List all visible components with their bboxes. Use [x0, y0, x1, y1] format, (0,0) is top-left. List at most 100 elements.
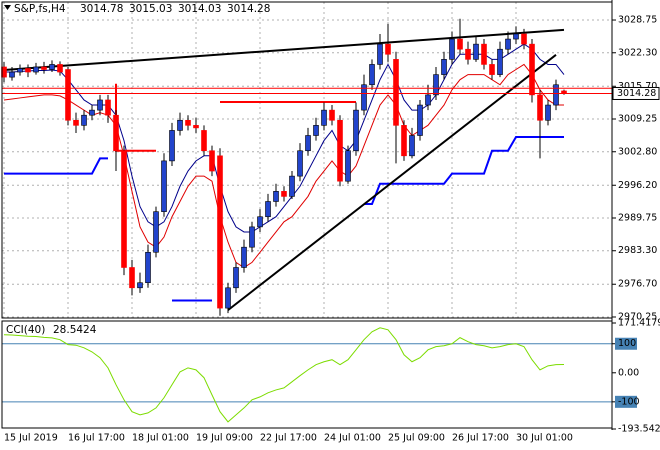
candle-body [545, 104, 551, 121]
candle-body [377, 43, 383, 65]
menu-arrow[interactable] [4, 5, 11, 10]
candle-body [353, 109, 359, 152]
current-price-label: 3014.28 [617, 88, 656, 99]
candle-body [417, 104, 423, 136]
cci-value: 28.5424 [53, 324, 97, 336]
candle-body [161, 160, 167, 212]
candle-body [281, 191, 287, 197]
indicator-line [4, 136, 564, 302]
candle-body [97, 99, 103, 111]
candle-body [289, 175, 295, 197]
candle-body [17, 68, 23, 73]
candle-body [345, 150, 351, 182]
y-tick-label: -100 [618, 396, 640, 407]
y-tick-label: 3022.30 [618, 47, 657, 58]
x-tick-label: 26 Jul 17:00 [452, 433, 509, 444]
candle-body [313, 125, 319, 136]
trendline [227, 54, 557, 311]
candle-body [201, 130, 207, 152]
x-tick-label: 22 Jul 17:00 [260, 433, 317, 444]
candle-body [57, 64, 63, 73]
candle-body [121, 150, 127, 268]
y-tick-label: -193.5429 [618, 424, 660, 435]
close-price: 3014.28 [227, 3, 270, 15]
candle-body [105, 99, 111, 116]
candle-body [497, 48, 503, 75]
y-tick-label: 2989.75 [618, 212, 657, 223]
price-label-box [612, 86, 660, 100]
x-tick-label: 19 Jul 09:00 [196, 433, 253, 444]
candle-body [81, 114, 87, 126]
trendline [3, 28, 565, 72]
level-label-box [615, 395, 637, 408]
candle-body [385, 43, 391, 55]
candle-body [137, 282, 143, 289]
x-tick-label: 25 Jul 09:00 [388, 433, 445, 444]
candle-body [209, 150, 215, 172]
candle-body [145, 251, 151, 284]
candle-body [297, 150, 303, 177]
candle-body [329, 109, 335, 121]
candle-body [553, 84, 559, 106]
cci-label: CCI(40) [6, 324, 45, 336]
candle-body [225, 287, 231, 309]
candle-body [433, 74, 439, 96]
y-tick-label: 0.00 [618, 367, 639, 378]
candle-body [33, 66, 39, 73]
y-tick-label: 3015.70 [618, 81, 657, 92]
candle-body [409, 135, 415, 157]
x-tick-label: 24 Jul 01:00 [324, 433, 381, 444]
y-tick-label: 2976.70 [618, 279, 657, 290]
y-tick-label: 3028.75 [618, 15, 657, 26]
candle-body [537, 94, 543, 121]
indicator-line [3, 63, 564, 269]
y-tick-label: 3009.25 [618, 114, 657, 125]
plot-area [1, 18, 612, 423]
candle-body [129, 267, 135, 289]
candle-body [73, 119, 79, 126]
candle-body [9, 71, 15, 78]
candle-body [49, 64, 55, 70]
candle-body [401, 125, 407, 157]
y-tick-label: 2996.20 [618, 180, 657, 191]
candle-body [529, 43, 535, 96]
y-tick-label: 2983.30 [618, 245, 657, 256]
candle-body [441, 59, 447, 75]
x-tick-label: 16 Jul 17:00 [68, 433, 125, 444]
x-tick-label: 15 Jul 2019 [4, 433, 58, 444]
candle-body [521, 33, 527, 45]
candle-body [505, 38, 511, 50]
y-tick-label: 2970.25 [618, 311, 657, 322]
candle-body [305, 135, 311, 152]
level-label-box [615, 337, 637, 350]
candle-body [25, 68, 31, 73]
candle-body [177, 119, 183, 131]
y-tick-label: 100 [618, 338, 636, 349]
indicator-line [3, 327, 565, 423]
candle-body [321, 109, 327, 126]
low-price: 3014.03 [178, 3, 221, 15]
candle-body [457, 38, 463, 50]
x-tick-label: 30 Jul 01:00 [516, 433, 573, 444]
candle-body [337, 119, 343, 182]
candle-body [65, 69, 71, 121]
candle-body [249, 226, 255, 248]
candle-body [481, 43, 487, 65]
candle-body [265, 201, 271, 218]
open-price: 3014.78 [80, 3, 123, 15]
x-tick-label: 18 Jul 01:00 [132, 433, 189, 444]
candle-body [513, 33, 519, 40]
candle-body [89, 109, 95, 116]
candle-body [273, 191, 279, 202]
candle-body [449, 38, 455, 60]
candle-body [241, 246, 247, 268]
y-tick-label: 3002.80 [618, 146, 657, 157]
candle-body [257, 216, 263, 228]
candle-body [233, 267, 239, 289]
candle-body [153, 211, 159, 253]
candle-body [113, 114, 119, 152]
candle-body [185, 119, 191, 126]
candle-body [169, 130, 175, 162]
